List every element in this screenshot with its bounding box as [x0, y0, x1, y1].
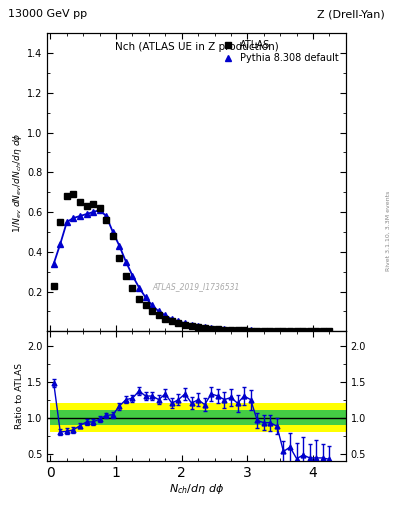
ATLAS — [104, 217, 108, 223]
Pythia 8.308 default — [196, 323, 200, 329]
Pythia 8.308 default — [156, 308, 161, 314]
ATLAS — [288, 328, 292, 334]
ATLAS — [123, 272, 128, 279]
Pythia 8.308 default — [215, 326, 220, 332]
Pythia 8.308 default — [202, 324, 207, 330]
ATLAS — [183, 322, 187, 328]
ATLAS — [222, 327, 227, 333]
ATLAS — [202, 325, 207, 331]
Pythia 8.308 default — [248, 327, 253, 333]
Text: Z (Drell-Yan): Z (Drell-Yan) — [318, 9, 385, 19]
Pythia 8.308 default — [97, 207, 102, 213]
Pythia 8.308 default — [84, 211, 89, 217]
Pythia 8.308 default — [64, 219, 69, 225]
ATLAS — [235, 327, 240, 333]
ATLAS — [176, 320, 181, 326]
ATLAS — [91, 201, 95, 207]
Pythia 8.308 default — [307, 328, 312, 334]
Pythia 8.308 default — [58, 241, 62, 247]
ATLAS — [78, 199, 83, 205]
Pythia 8.308 default — [229, 327, 233, 333]
Text: ATLAS_2019_I1736531: ATLAS_2019_I1736531 — [153, 282, 240, 291]
ATLAS — [84, 203, 89, 209]
Pythia 8.308 default — [123, 259, 128, 265]
ATLAS — [137, 296, 141, 303]
Legend: ATLAS, Pythia 8.308 default: ATLAS, Pythia 8.308 default — [219, 38, 341, 65]
ATLAS — [196, 324, 200, 330]
Pythia 8.308 default — [117, 243, 122, 249]
Line: Pythia 8.308 default: Pythia 8.308 default — [51, 207, 332, 334]
ATLAS — [268, 328, 273, 334]
Pythia 8.308 default — [189, 322, 194, 328]
Pythia 8.308 default — [294, 328, 299, 334]
ATLAS — [215, 326, 220, 332]
ATLAS — [314, 328, 319, 334]
ATLAS — [189, 323, 194, 329]
Pythia 8.308 default — [321, 328, 325, 334]
ATLAS — [163, 316, 168, 323]
Pythia 8.308 default — [222, 326, 227, 332]
ATLAS — [229, 327, 233, 333]
Pythia 8.308 default — [143, 294, 148, 301]
Pythia 8.308 default — [91, 209, 95, 215]
Pythia 8.308 default — [78, 213, 83, 219]
ATLAS — [261, 328, 266, 334]
ATLAS — [327, 328, 332, 334]
Y-axis label: $1/N_{ev}\ dN_{ev}/dN_{ch}/d\eta\ d\phi$: $1/N_{ev}\ dN_{ev}/dN_{ch}/d\eta\ d\phi$ — [11, 132, 24, 232]
ATLAS — [307, 328, 312, 334]
Pythia 8.308 default — [183, 320, 187, 326]
ATLAS — [169, 318, 174, 325]
Pythia 8.308 default — [275, 328, 279, 334]
Text: Rivet 3.1.10, 3.3M events: Rivet 3.1.10, 3.3M events — [386, 190, 391, 270]
ATLAS — [64, 193, 69, 199]
Pythia 8.308 default — [176, 318, 181, 325]
ATLAS — [150, 308, 154, 314]
Pythia 8.308 default — [209, 325, 214, 331]
Pythia 8.308 default — [110, 229, 115, 235]
Pythia 8.308 default — [281, 328, 286, 334]
Pythia 8.308 default — [163, 312, 168, 318]
Pythia 8.308 default — [104, 213, 108, 219]
Pythia 8.308 default — [268, 328, 273, 334]
ATLAS — [209, 326, 214, 332]
ATLAS — [58, 219, 62, 225]
ATLAS — [281, 328, 286, 334]
Pythia 8.308 default — [71, 215, 76, 221]
ATLAS — [130, 285, 135, 291]
X-axis label: $N_{ch}/d\eta\ d\phi$: $N_{ch}/d\eta\ d\phi$ — [169, 482, 224, 497]
Pythia 8.308 default — [261, 328, 266, 334]
ATLAS — [255, 328, 260, 334]
Text: Nch (ATLAS UE in Z production): Nch (ATLAS UE in Z production) — [115, 42, 278, 52]
ATLAS — [51, 283, 56, 289]
ATLAS — [242, 327, 246, 333]
ATLAS — [71, 191, 76, 197]
Pythia 8.308 default — [169, 316, 174, 323]
Pythia 8.308 default — [288, 328, 292, 334]
ATLAS — [117, 254, 122, 261]
ATLAS — [97, 205, 102, 211]
Pythia 8.308 default — [242, 327, 246, 333]
Pythia 8.308 default — [235, 327, 240, 333]
Line: ATLAS: ATLAS — [51, 191, 332, 334]
Pythia 8.308 default — [130, 272, 135, 279]
ATLAS — [294, 328, 299, 334]
Y-axis label: Ratio to ATLAS: Ratio to ATLAS — [15, 363, 24, 429]
ATLAS — [248, 328, 253, 334]
Pythia 8.308 default — [150, 303, 154, 309]
ATLAS — [143, 303, 148, 309]
Text: 13000 GeV pp: 13000 GeV pp — [8, 9, 87, 19]
ATLAS — [321, 328, 325, 334]
Pythia 8.308 default — [255, 328, 260, 334]
Pythia 8.308 default — [51, 261, 56, 267]
Pythia 8.308 default — [137, 285, 141, 291]
Pythia 8.308 default — [314, 328, 319, 334]
ATLAS — [301, 328, 305, 334]
Pythia 8.308 default — [301, 328, 305, 334]
ATLAS — [156, 312, 161, 318]
ATLAS — [110, 233, 115, 239]
Pythia 8.308 default — [327, 328, 332, 334]
ATLAS — [275, 328, 279, 334]
